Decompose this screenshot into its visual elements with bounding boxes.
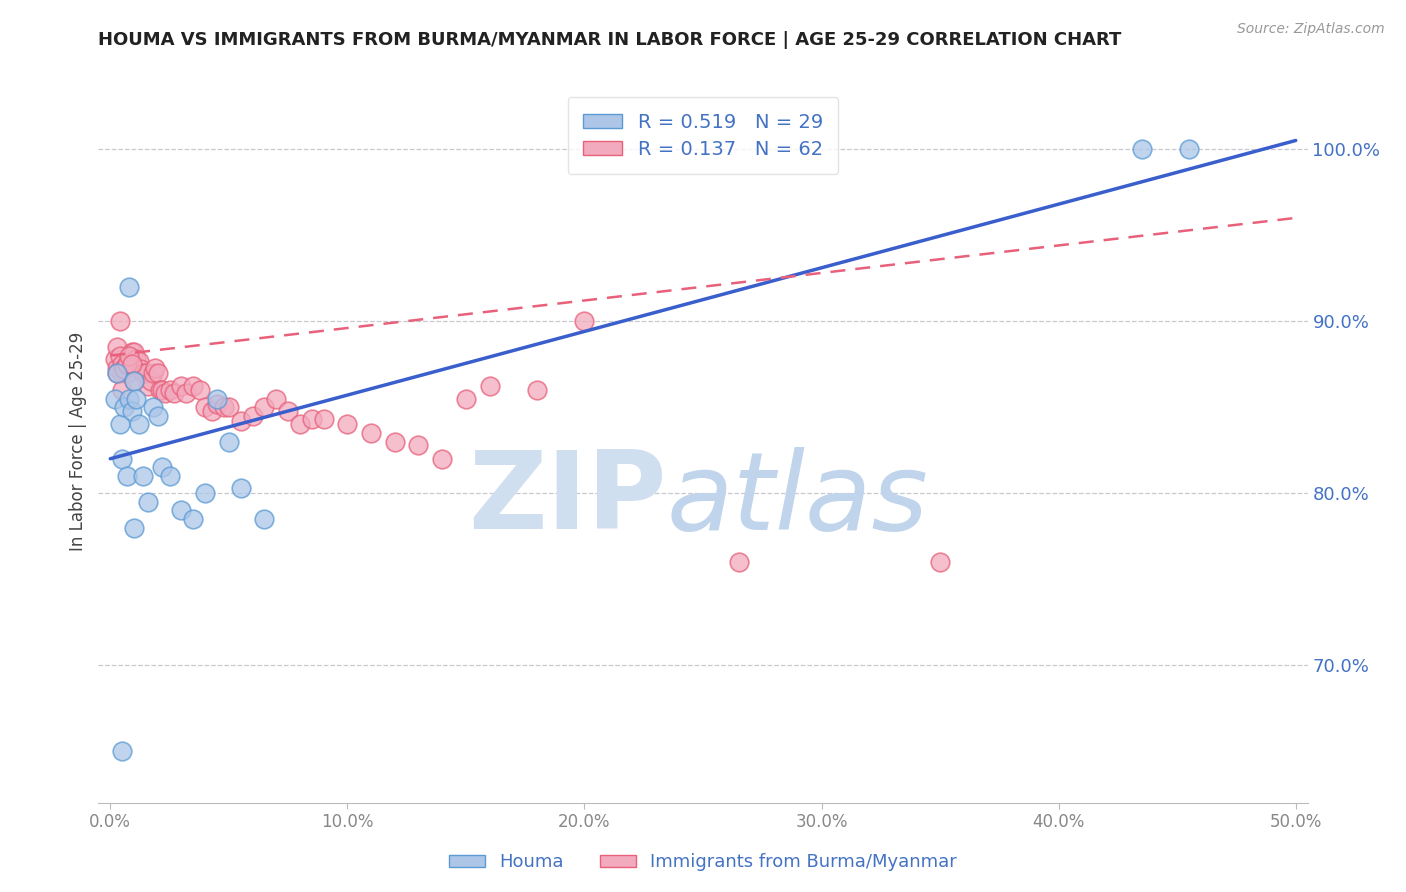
- Point: [146, 409, 169, 423]
- Text: HOUMA VS IMMIGRANTS FROM BURMA/MYANMAR IN LABOR FORCE | AGE 25-29 CORRELATION CH: HOUMA VS IMMIGRANTS FROM BURMA/MYANMAR I…: [98, 31, 1122, 49]
- Point: [104, 351, 127, 366]
- Point: [727, 555, 749, 569]
- Point: [152, 460, 174, 475]
- Point: [115, 357, 138, 371]
- Point: [115, 366, 138, 380]
- Point: [170, 503, 193, 517]
- Point: [139, 375, 162, 389]
- Point: [229, 414, 252, 428]
- Point: [174, 386, 197, 401]
- Point: [111, 357, 134, 371]
- Legend: Houma, Immigrants from Burma/Myanmar: Houma, Immigrants from Burma/Myanmar: [441, 847, 965, 879]
- Point: [118, 279, 141, 293]
- Point: [105, 360, 128, 375]
- Point: [143, 360, 166, 375]
- Point: [384, 434, 406, 449]
- Point: [194, 486, 217, 500]
- Point: [122, 375, 145, 389]
- Point: [242, 409, 264, 423]
- Point: [149, 383, 172, 397]
- Point: [111, 744, 134, 758]
- Point: [122, 520, 145, 534]
- Point: [111, 451, 134, 466]
- Point: [201, 403, 224, 417]
- Point: [181, 379, 204, 393]
- Point: [153, 386, 176, 401]
- Point: [181, 512, 204, 526]
- Point: [105, 340, 128, 354]
- Point: [159, 383, 181, 397]
- Point: [526, 383, 548, 397]
- Point: [301, 412, 323, 426]
- Point: [142, 366, 165, 380]
- Point: [105, 366, 128, 380]
- Point: [118, 392, 141, 406]
- Point: [118, 349, 141, 363]
- Point: [288, 417, 311, 432]
- Point: [118, 351, 141, 366]
- Point: [253, 512, 276, 526]
- Text: atlas: atlas: [666, 447, 928, 552]
- Point: [114, 400, 136, 414]
- Point: [146, 366, 169, 380]
- Point: [360, 425, 382, 440]
- Point: [142, 400, 165, 414]
- Point: [205, 397, 228, 411]
- Point: [163, 386, 186, 401]
- Point: [170, 379, 193, 393]
- Point: [135, 366, 157, 380]
- Y-axis label: In Labor Force | Age 25-29: In Labor Force | Age 25-29: [69, 332, 87, 551]
- Point: [114, 362, 136, 376]
- Point: [264, 392, 287, 406]
- Point: [114, 360, 136, 375]
- Point: [136, 495, 159, 509]
- Point: [194, 400, 217, 414]
- Point: [122, 375, 145, 389]
- Point: [190, 383, 212, 397]
- Point: [1130, 142, 1153, 156]
- Point: [212, 400, 235, 414]
- Point: [1178, 142, 1201, 156]
- Point: [122, 345, 145, 359]
- Point: [574, 314, 596, 328]
- Point: [132, 366, 155, 380]
- Point: [218, 400, 240, 414]
- Point: [111, 383, 134, 397]
- Point: [125, 392, 148, 406]
- Point: [136, 379, 159, 393]
- Point: [408, 438, 430, 452]
- Point: [128, 353, 150, 368]
- Point: [336, 417, 359, 432]
- Point: [218, 434, 240, 449]
- Point: [121, 357, 143, 371]
- Point: [277, 403, 299, 417]
- Point: [312, 412, 335, 426]
- Point: [121, 403, 143, 417]
- Point: [132, 469, 155, 483]
- Point: [115, 469, 138, 483]
- Point: [108, 349, 131, 363]
- Point: [205, 392, 228, 406]
- Text: Source: ZipAtlas.com: Source: ZipAtlas.com: [1237, 22, 1385, 37]
- Point: [159, 469, 181, 483]
- Point: [111, 366, 134, 380]
- Point: [125, 351, 148, 366]
- Point: [929, 555, 952, 569]
- Point: [129, 362, 152, 376]
- Point: [105, 366, 128, 380]
- Point: [128, 417, 150, 432]
- Point: [253, 400, 276, 414]
- Point: [454, 392, 477, 406]
- Legend: R = 0.519   N = 29, R = 0.137   N = 62: R = 0.519 N = 29, R = 0.137 N = 62: [568, 97, 838, 174]
- Point: [432, 451, 454, 466]
- Point: [478, 379, 501, 393]
- Text: ZIP: ZIP: [468, 446, 666, 552]
- Point: [229, 481, 252, 495]
- Point: [104, 392, 127, 406]
- Point: [121, 345, 143, 359]
- Point: [108, 314, 131, 328]
- Point: [108, 417, 131, 432]
- Point: [152, 383, 174, 397]
